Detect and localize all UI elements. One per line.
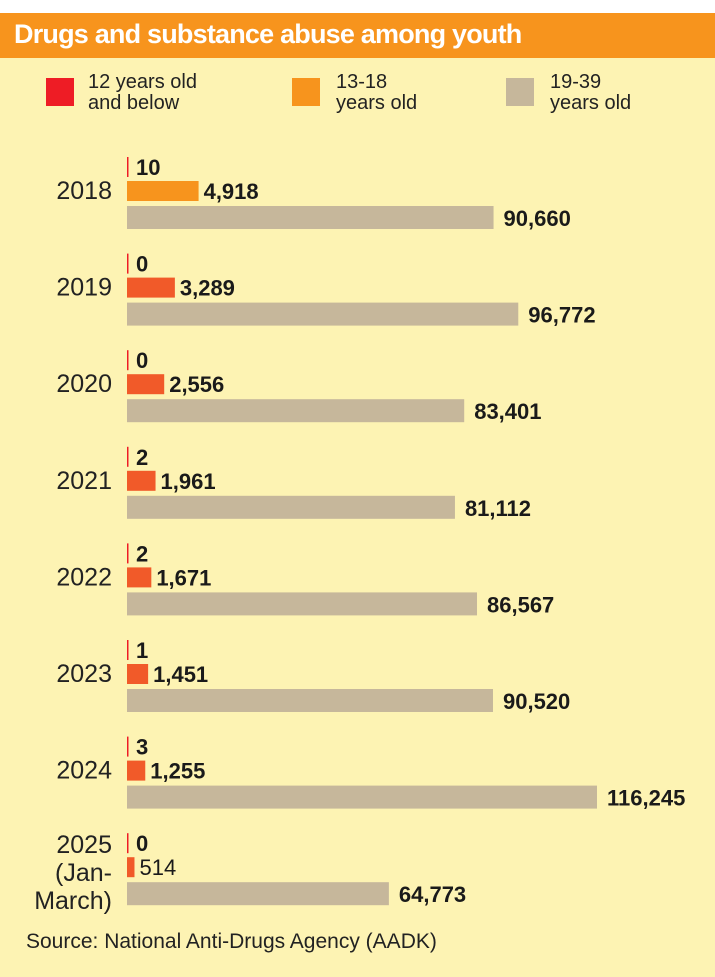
bar-19-39 — [127, 785, 597, 809]
top-strip — [0, 0, 715, 13]
value-label-13-18: 1,255 — [150, 759, 205, 784]
year-label: 2020 — [56, 370, 112, 398]
legend-label-13-18: 13-18 years old — [336, 71, 418, 114]
bar-19-39 — [127, 689, 493, 712]
source-note: Source: National Anti-Drugs Agency (AADK… — [26, 930, 437, 953]
value-label-12-and-below: 0 — [136, 831, 148, 856]
value-label-13-18: 4,918 — [204, 179, 259, 204]
bar-13-18 — [127, 470, 156, 491]
bar-13-18 — [127, 277, 175, 298]
year-label: 2021 — [56, 467, 112, 495]
bar-12-and-below — [127, 543, 129, 564]
legend-swatch-19-39 — [506, 78, 534, 106]
bar-19-39 — [127, 399, 465, 423]
value-label-13-18: 1,451 — [153, 662, 208, 687]
value-label-12-and-below: 0 — [136, 252, 148, 277]
title-bar: Drugs and substance abuse among youth — [0, 13, 715, 58]
value-label-19-39: 81,112 — [465, 496, 531, 521]
value-label-12-and-below: 2 — [136, 541, 148, 566]
bar-19-39 — [127, 206, 494, 229]
year-label: 2023 — [56, 660, 112, 688]
chart-title: Drugs and substance abuse among youth — [14, 19, 522, 49]
year-label: 2022 — [56, 563, 112, 591]
value-label-19-39: 86,567 — [487, 592, 554, 617]
bar-12-and-below — [127, 350, 129, 371]
value-label-13-18: 1,671 — [156, 565, 211, 590]
bar-19-39 — [127, 495, 455, 519]
year-label: 2019 — [56, 274, 112, 302]
value-label-19-39: 83,401 — [474, 399, 541, 424]
legend-label-19-39: 19-39 years old — [550, 71, 632, 114]
value-label-12-and-below: 10 — [136, 155, 160, 180]
year-label: 2025 (Jan-March) — [34, 831, 112, 915]
bar-13-18 — [127, 567, 152, 588]
bar-12-and-below — [127, 157, 129, 177]
bar-19-39 — [127, 302, 519, 326]
value-label-13-18: 2,556 — [169, 372, 224, 397]
bar-12-and-below — [127, 253, 129, 274]
value-label-12-and-below: 0 — [136, 348, 148, 373]
bar-19-39 — [127, 592, 478, 616]
legend-swatch-12-and-below — [46, 78, 74, 106]
bar-12-and-below — [127, 640, 129, 660]
bar-13-18 — [127, 857, 135, 878]
bar-13-18 — [127, 760, 146, 781]
value-label-19-39: 90,520 — [503, 689, 570, 714]
bar-13-18 — [127, 374, 165, 395]
year-label: 2018 — [56, 177, 112, 205]
value-label-12-and-below: 3 — [136, 735, 148, 760]
value-label-13-18: 1,961 — [161, 469, 216, 494]
value-label-19-39: 96,772 — [528, 303, 595, 328]
legend-label-12-and-below: 12 years old and below — [88, 71, 197, 114]
bar-13-18 — [127, 664, 149, 684]
value-label-19-39: 64,773 — [399, 882, 466, 907]
legend-swatch-13-18 — [292, 78, 320, 106]
bar-19-39 — [127, 882, 389, 906]
value-label-13-18: 3,289 — [180, 276, 235, 301]
value-label-12-and-below: 2 — [136, 445, 148, 470]
bar-12-and-below — [127, 446, 129, 467]
value-label-19-39: 90,660 — [504, 206, 571, 231]
bar-12-and-below — [127, 833, 129, 854]
bar-12-and-below — [127, 736, 129, 757]
value-label-13-18: 514 — [139, 855, 176, 880]
bar-13-18 — [127, 181, 199, 201]
value-label-12-and-below: 1 — [136, 638, 148, 663]
year-label: 2024 — [56, 757, 112, 785]
value-label-19-39: 116,245 — [607, 786, 685, 811]
